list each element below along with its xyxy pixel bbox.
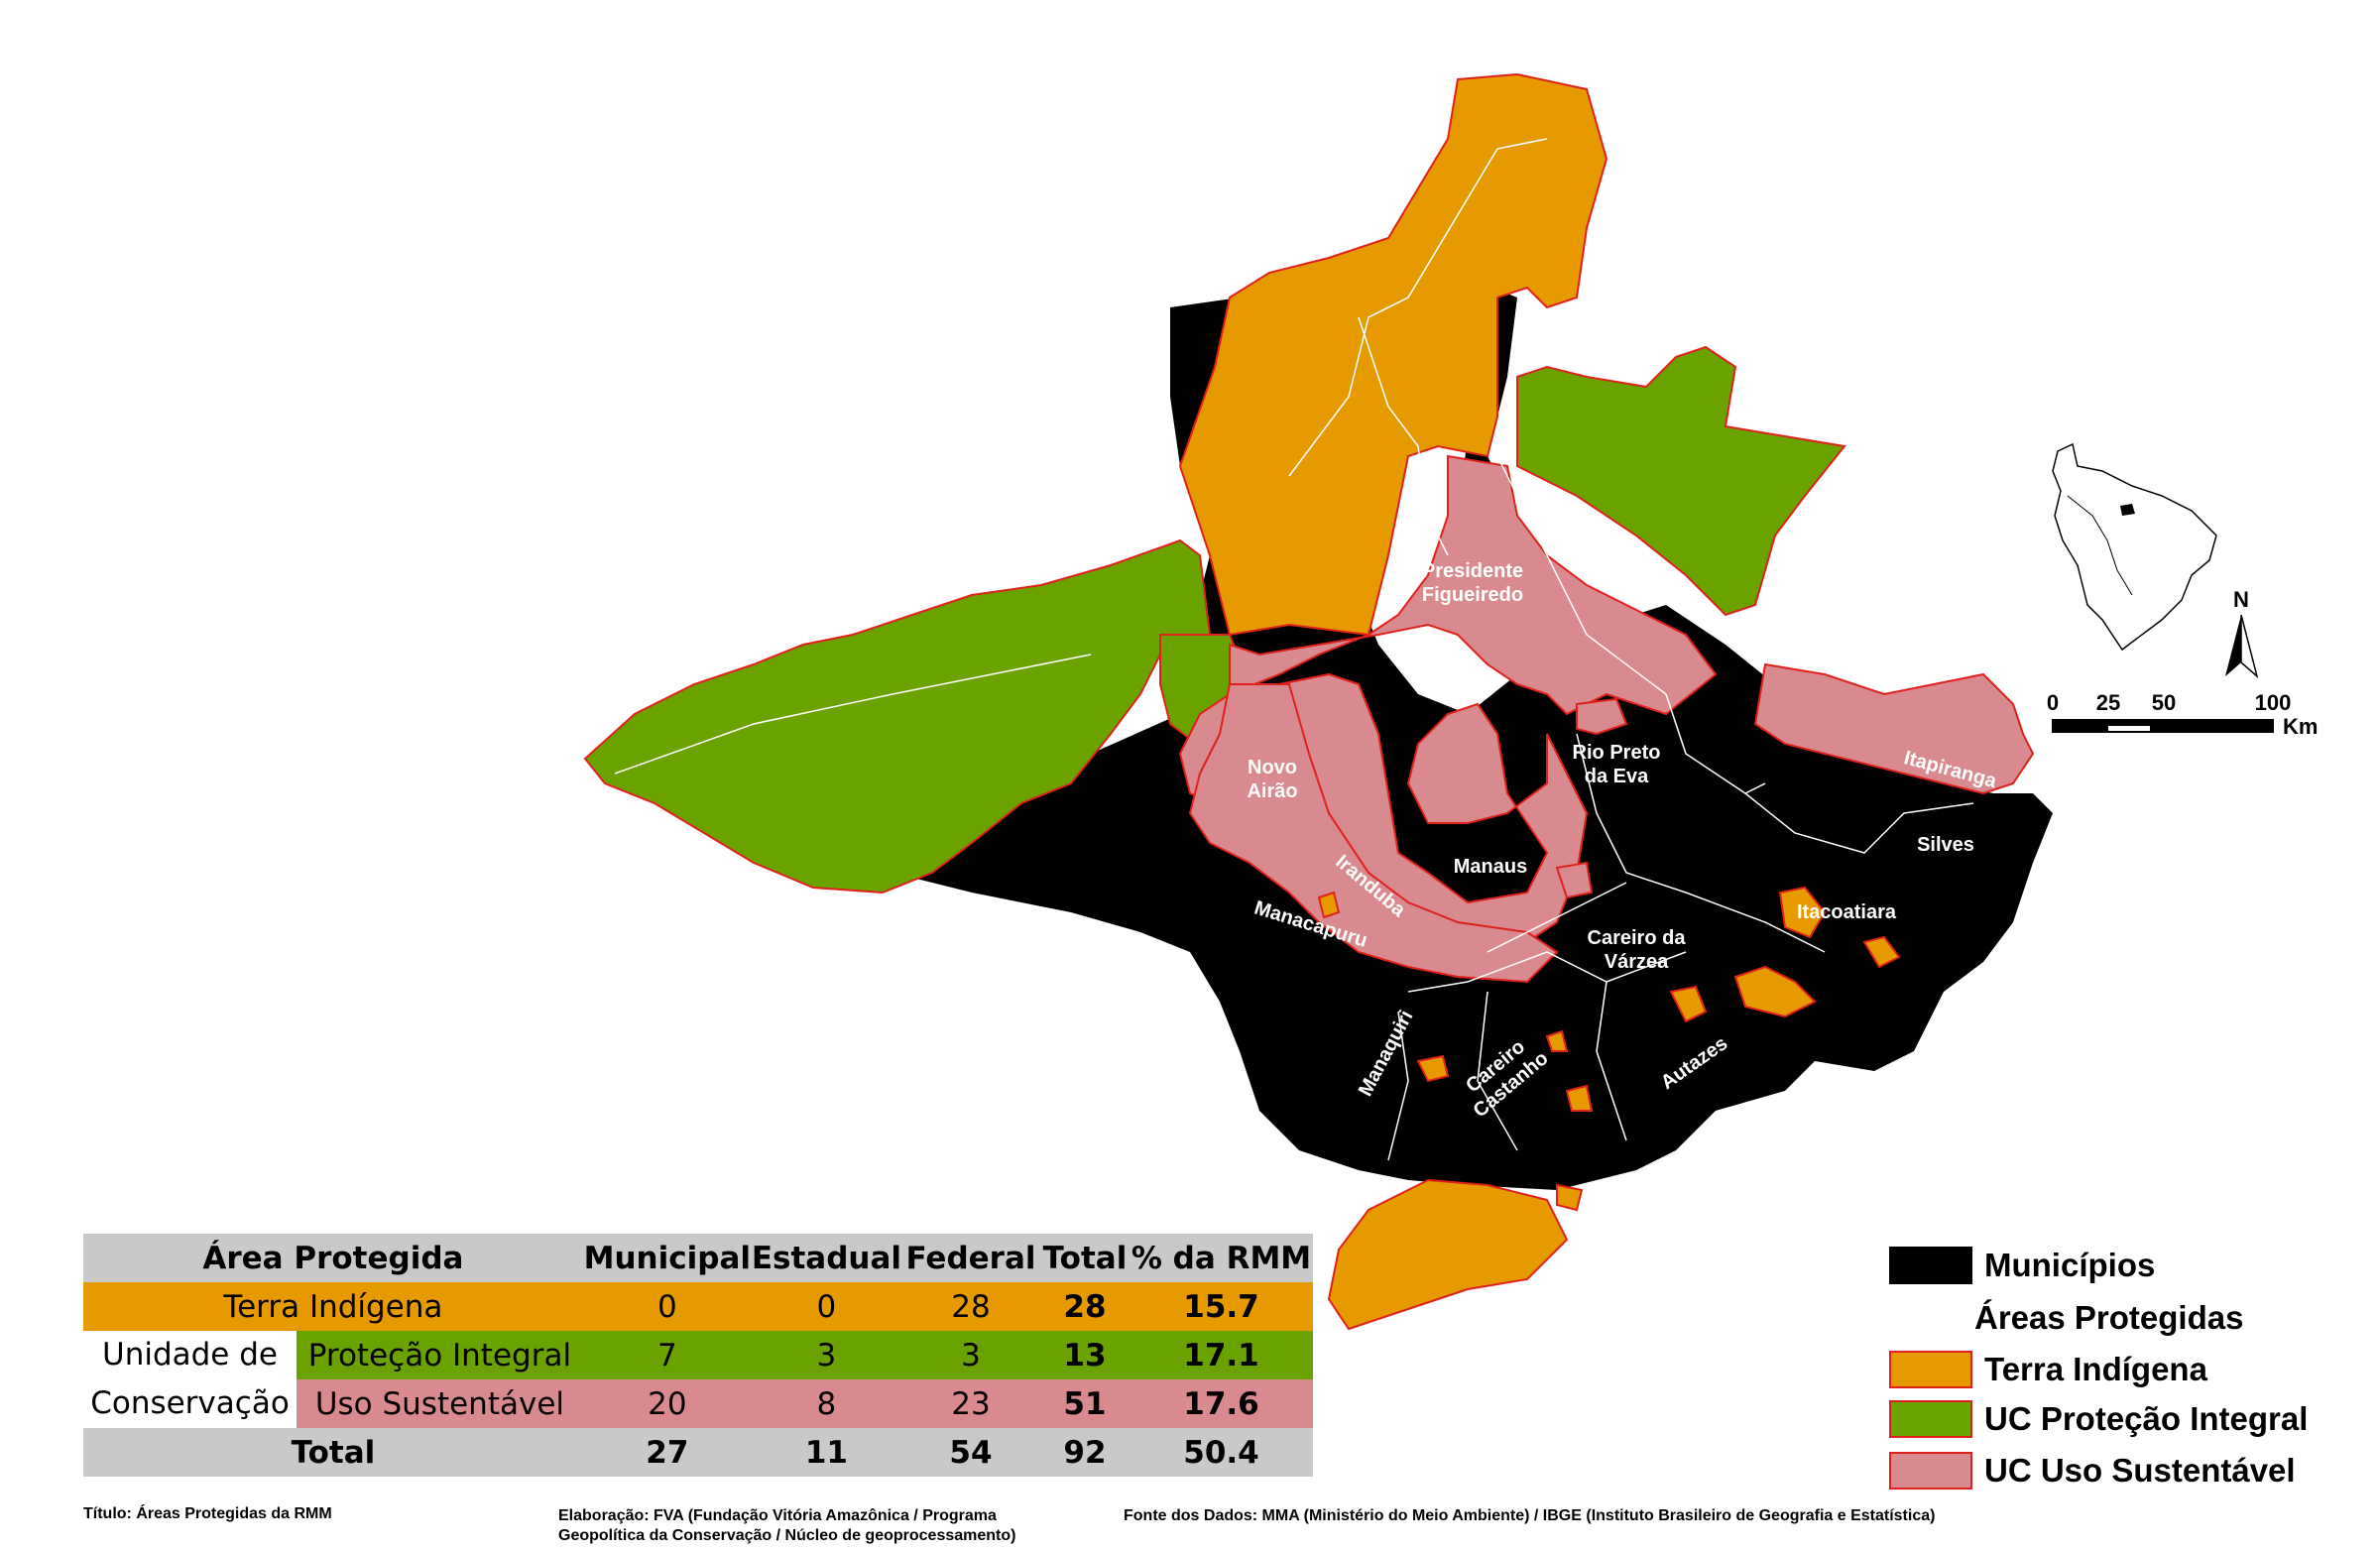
header-estadual: Estadual bbox=[751, 1234, 901, 1282]
label-manaus: Manaus bbox=[1454, 856, 1527, 878]
municipio-boundaries bbox=[614, 138, 1974, 1161]
row-label: Terra Indígena bbox=[83, 1282, 583, 1331]
uso-sustentavel-manaus-small bbox=[1555, 861, 1594, 899]
cell-pct: 15.7 bbox=[1130, 1282, 1313, 1331]
cell-total: 13 bbox=[1040, 1331, 1130, 1379]
footer-elaboracao-line2: Geopolítica da Conservação / Núcleo de g… bbox=[558, 1527, 1016, 1544]
uso-sustentavel-rio-preto bbox=[1576, 697, 1628, 736]
scale-tick-25: 25 bbox=[2096, 690, 2120, 715]
header-pct-rmm: % da RMM bbox=[1130, 1234, 1313, 1282]
table-row-total: Total 27 11 54 92 50.4 bbox=[83, 1428, 1313, 1477]
header-total: Total bbox=[1040, 1234, 1130, 1282]
cell-estadual: 3 bbox=[751, 1331, 901, 1379]
terra-indigena-south bbox=[1327, 1178, 1569, 1331]
protected-areas-table: Área Protegida Municipal Estadual Federa… bbox=[83, 1234, 1313, 1477]
legend-label: Terra Indígena bbox=[1984, 1351, 2207, 1387]
label-careiro-da-varzea: Careiro da Várzea bbox=[1588, 927, 1687, 973]
label-silves: Silves bbox=[1917, 834, 1974, 856]
header-area-protegida: Área Protegida bbox=[83, 1234, 583, 1282]
cell-pct: 17.6 bbox=[1130, 1379, 1313, 1428]
legend-item-terra-indigena: Terra Indígena bbox=[1889, 1349, 2207, 1390]
legend-label: UC Uso Sustentável bbox=[1984, 1452, 2296, 1489]
scale-bar: 0 25 50 100 Km bbox=[2047, 690, 2319, 739]
table-row-terra-indigena: Terra Indígena 0 0 28 28 15.7 bbox=[83, 1282, 1313, 1331]
legend-swatch-uso-sustentavel bbox=[1889, 1452, 1972, 1490]
cell-municipal: 0 bbox=[582, 1282, 752, 1331]
table-header-row: Área Protegida Municipal Estadual Federa… bbox=[83, 1234, 1313, 1282]
footer-elaboracao: Elaboração: FVA (Fundação Vitória Amazôn… bbox=[558, 1506, 1015, 1546]
header-municipal: Municipal bbox=[582, 1234, 752, 1282]
footer-titulo: Título: Áreas Protegidas da RMM bbox=[83, 1505, 332, 1522]
cell-total: 92 bbox=[1040, 1428, 1130, 1477]
scale-unit: Km bbox=[2283, 714, 2318, 739]
uc-label-line2: Conservação bbox=[90, 1385, 290, 1421]
map-legend: Municípios Áreas Protegidas Terra Indíge… bbox=[1889, 1245, 2325, 1502]
cell-total: 28 bbox=[1040, 1282, 1130, 1331]
footer-elaboracao-line1: Elaboração: FVA (Fundação Vitória Amazôn… bbox=[558, 1507, 997, 1524]
cell-municipal: 27 bbox=[582, 1428, 752, 1477]
terra-indigena-north bbox=[1178, 72, 1608, 637]
scale-tick-50: 50 bbox=[2152, 690, 2176, 715]
legend-item-municipios: Municípios bbox=[1889, 1245, 2155, 1286]
uso-sustentavel-itapiranga bbox=[1753, 662, 2035, 795]
label-novo-airao: Novo Airão bbox=[1247, 757, 1297, 802]
footer-fonte: Fonte dos Dados: MMA (Ministério do Meio… bbox=[1124, 1507, 1936, 1524]
label-itacoatiara: Itacoatiara bbox=[1797, 901, 1897, 923]
north-arrow-icon: N bbox=[2225, 587, 2259, 679]
cell-federal: 3 bbox=[901, 1331, 1040, 1379]
cell-federal: 23 bbox=[901, 1379, 1040, 1428]
legend-label: UC Proteção Integral bbox=[1984, 1400, 2309, 1437]
row-label: Proteção Integral bbox=[297, 1331, 583, 1379]
terra-indigena-spots bbox=[1317, 886, 1901, 1112]
cell-municipal: 20 bbox=[582, 1379, 752, 1428]
cell-pct: 17.1 bbox=[1130, 1331, 1313, 1379]
protecao-integral-northeast bbox=[1516, 345, 1846, 617]
cell-municipal: 7 bbox=[582, 1331, 752, 1379]
cell-estadual: 8 bbox=[751, 1379, 901, 1428]
scale-tick-100: 100 bbox=[2255, 690, 2292, 715]
legend-label: Municípios bbox=[1984, 1247, 2156, 1283]
cell-federal: 28 bbox=[901, 1282, 1040, 1331]
table-row-protecao-integral: Unidade de Conservação Proteção Integral … bbox=[83, 1331, 1313, 1428]
label-presidente-figueiredo: Presidente Figueiredo bbox=[1422, 560, 1523, 606]
legend-swatch-terra-indigena bbox=[1889, 1351, 1972, 1388]
row-label: Uso Sustentável bbox=[297, 1379, 583, 1428]
legend-swatch-municipios bbox=[1889, 1247, 1972, 1284]
label-rio-preto-da-eva: Rio Preto da Eva bbox=[1573, 742, 1661, 787]
cell-pct: 50.4 bbox=[1130, 1428, 1313, 1477]
scale-tick-0: 0 bbox=[2047, 690, 2059, 715]
header-federal: Federal bbox=[901, 1234, 1040, 1282]
terra-indigena-small bbox=[1556, 1183, 1584, 1212]
legend-item-protecao-integral: UC Proteção Integral bbox=[1889, 1398, 2308, 1440]
uc-label-line1: Unidade de bbox=[102, 1337, 278, 1373]
cell-estadual: 0 bbox=[751, 1282, 901, 1331]
table-row-uso-sustentavel: Uso Sustentável 20 8 23 51 17.6 bbox=[83, 1379, 1313, 1428]
south-america-inset bbox=[2052, 442, 2217, 652]
row-label: Total bbox=[83, 1428, 583, 1477]
row-label-unidade-conservacao: Unidade de Conservação bbox=[83, 1331, 297, 1428]
svg-text:N: N bbox=[2233, 587, 2249, 612]
cell-estadual: 11 bbox=[751, 1428, 901, 1477]
legend-item-uso-sustentavel: UC Uso Sustentável bbox=[1889, 1450, 2296, 1492]
uso-sustentavel-novo-airao bbox=[1188, 683, 1559, 984]
legend-title: Áreas Protegidas bbox=[1974, 1299, 2244, 1336]
legend-swatch-protecao-integral bbox=[1889, 1400, 1972, 1438]
cell-total: 51 bbox=[1040, 1379, 1130, 1428]
cell-federal: 54 bbox=[901, 1428, 1040, 1477]
